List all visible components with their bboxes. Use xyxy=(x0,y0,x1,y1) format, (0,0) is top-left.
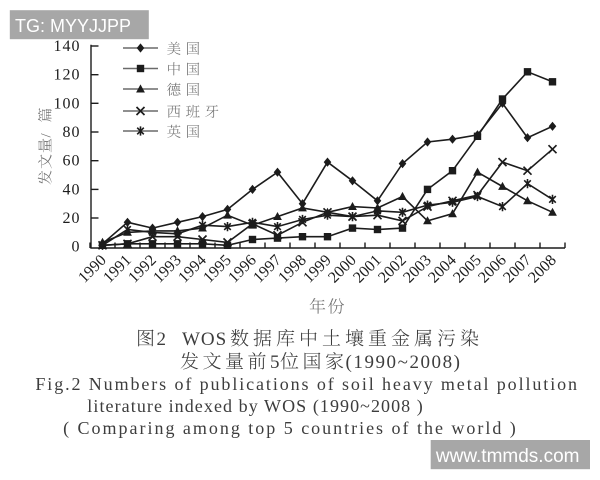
svg-text:80: 80 xyxy=(63,124,81,141)
svg-text:( Comparing among top 5 countr: ( Comparing among top 5 countries of the… xyxy=(63,418,516,439)
svg-text:0: 0 xyxy=(72,239,81,256)
svg-text:2008: 2008 xyxy=(525,252,560,287)
svg-text:60: 60 xyxy=(63,153,81,170)
svg-text:2: 2 xyxy=(157,329,167,350)
svg-text:TG: MYYJJPP: TG: MYYJJPP xyxy=(15,16,131,36)
svg-text:5: 5 xyxy=(270,352,280,373)
svg-text:40: 40 xyxy=(63,181,81,198)
svg-text:/: / xyxy=(39,133,55,138)
svg-text:100: 100 xyxy=(54,95,81,112)
svg-text:140: 140 xyxy=(54,38,81,55)
svg-text:Fig.2 Numbers of publications: Fig.2 Numbers of publications of soil he… xyxy=(35,374,577,394)
svg-text:WOS: WOS xyxy=(182,329,227,350)
svg-text:20: 20 xyxy=(63,210,81,227)
svg-text:(1990~2008): (1990~2008) xyxy=(346,352,461,373)
svg-text:120: 120 xyxy=(54,67,81,84)
svg-text:literature indexed by WOS (199: literature indexed by WOS (1990~2008 ) xyxy=(87,396,423,417)
svg-text:www.tmmds.com: www.tmmds.com xyxy=(435,446,580,467)
